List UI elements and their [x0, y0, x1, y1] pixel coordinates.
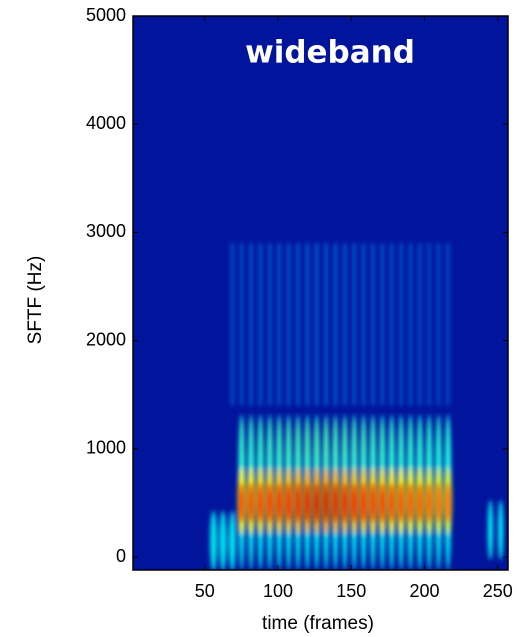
spectral-blob: [416, 482, 423, 523]
spectral-blob: [266, 482, 273, 523]
spectral-streak: [277, 243, 281, 406]
spectral-streak: [371, 243, 375, 406]
spectral-streak: [287, 243, 291, 406]
x-tick-label: 150: [336, 581, 366, 601]
y-tick-label: 2000: [86, 329, 126, 349]
spectral-blob: [333, 418, 338, 479]
spectral-blob: [369, 482, 376, 523]
y-tick-label: 0: [116, 546, 126, 566]
chart-title: wideband: [245, 35, 415, 71]
spectral-blob: [436, 418, 441, 479]
spectral-blob: [498, 499, 504, 560]
spectral-blob: [379, 418, 385, 479]
spectral-blob: [351, 482, 358, 523]
spectral-blob: [210, 510, 218, 570]
spectral-blob: [342, 418, 348, 479]
spectral-blob: [426, 418, 432, 479]
spectral-blob: [408, 418, 413, 479]
spectral-streak: [446, 243, 450, 406]
x-axis-label: time (frames): [262, 613, 374, 634]
spectral-streak: [427, 243, 431, 406]
spectral-blob: [360, 482, 367, 523]
spectral-streak: [230, 243, 234, 406]
spectral-streak: [343, 243, 347, 406]
spectral-blob: [435, 482, 442, 523]
plot-frame: [132, 15, 509, 571]
x-tick-label: 50: [195, 581, 215, 601]
spectral-streak: [249, 243, 253, 406]
spectral-streak: [437, 243, 441, 406]
spectral-blob: [228, 510, 236, 570]
spectral-blob: [295, 418, 301, 479]
y-axis-label: SFTF (Hz): [25, 256, 46, 345]
y-tick-label: 1000: [86, 438, 126, 458]
spectral-blob: [361, 418, 366, 479]
spectral-streak: [324, 243, 328, 406]
spectral-blob: [323, 482, 330, 523]
spectral-streak: [380, 243, 384, 406]
spectral-blob: [314, 418, 320, 479]
spectral-blob: [248, 418, 254, 479]
spectral-blob: [323, 418, 329, 479]
spectral-streak: [399, 243, 403, 406]
spectral-blob: [276, 482, 283, 523]
spectral-streak: [362, 243, 366, 406]
spectral-blob: [487, 499, 493, 560]
spectral-blob: [445, 418, 451, 479]
spectral-blob: [304, 482, 311, 523]
y-tick-label: 5000: [86, 5, 126, 25]
spectral-blob: [407, 482, 414, 523]
spectral-blob: [388, 482, 395, 523]
spectral-streak: [408, 243, 412, 406]
spectral-blob: [389, 418, 395, 479]
spectral-streak: [352, 243, 356, 406]
spectral-blob: [286, 418, 291, 479]
spectral-streak: [305, 243, 309, 406]
spectral-blob: [398, 418, 404, 479]
spectral-streak: [296, 243, 300, 406]
spectral-streak: [240, 243, 244, 406]
spectral-streak: [315, 243, 319, 406]
spectral-energy: [210, 243, 504, 570]
spectral-blob: [276, 418, 282, 479]
spectral-blob: [239, 418, 245, 479]
plot-background: [133, 16, 508, 570]
spectral-blob: [379, 482, 386, 523]
spectral-blob: [444, 482, 451, 523]
spectral-streak: [258, 243, 262, 406]
spectral-blob: [370, 418, 376, 479]
spectral-streak: [268, 243, 272, 406]
spectral-blob: [238, 482, 245, 523]
spectral-streak: [333, 243, 337, 406]
spectral-blob: [294, 482, 301, 523]
spectral-blob: [267, 418, 273, 479]
spectral-blob: [313, 482, 320, 523]
spectral-blob: [351, 418, 357, 479]
spectral-blob: [341, 482, 348, 523]
spectral-blob: [304, 418, 310, 479]
spectral-blob: [332, 482, 339, 523]
spectral-blob: [257, 482, 264, 523]
spectral-blob: [398, 482, 405, 523]
spectral-blob: [248, 482, 255, 523]
spectral-blob: [417, 418, 423, 479]
spectral-blob: [285, 482, 292, 523]
y-tick-label: 4000: [86, 113, 126, 133]
spectral-blob: [258, 418, 263, 479]
y-tick-label: 3000: [86, 221, 126, 241]
spectral-blob: [426, 482, 433, 523]
x-tick-label: 200: [409, 581, 439, 601]
x-tick-label: 250: [483, 581, 513, 601]
spectral-streak: [418, 243, 422, 406]
spectral-blob: [219, 510, 227, 570]
spectral-streak: [390, 243, 394, 406]
x-tick-label: 100: [263, 581, 293, 601]
